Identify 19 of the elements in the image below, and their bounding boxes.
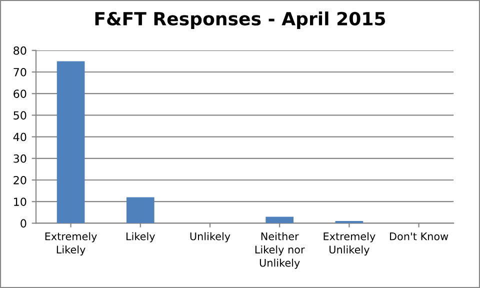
y-tick-label: 80 — [14, 46, 26, 55]
y-tick-label: 60 — [14, 90, 26, 98]
x-tick-label: Extremely Unlikely — [324, 232, 376, 256]
y-tick-label: 10 — [14, 198, 26, 206]
y-tick-label: 40 — [13, 132, 26, 142]
y-tick-label: 30 — [14, 154, 26, 163]
y-tick-label: 70 — [14, 68, 26, 76]
bar — [266, 216, 294, 224]
x-tick-label: Don't Know — [390, 232, 448, 240]
x-tick-label: Likely — [126, 232, 155, 242]
x-tick-label: Unlikely — [190, 232, 230, 242]
y-tick-label: 50 — [14, 111, 26, 120]
x-tick-label: Neither Likely nor Unlikely — [255, 232, 305, 269]
chart-title: F&FT Responses - April 2015 — [95, 12, 386, 29]
y-tick-label: 0 — [20, 219, 26, 228]
bar — [126, 197, 154, 224]
x-tick-label: Extremely Likely — [45, 232, 97, 256]
y-tick-label: 20 — [14, 176, 26, 184]
bar — [56, 61, 85, 224]
